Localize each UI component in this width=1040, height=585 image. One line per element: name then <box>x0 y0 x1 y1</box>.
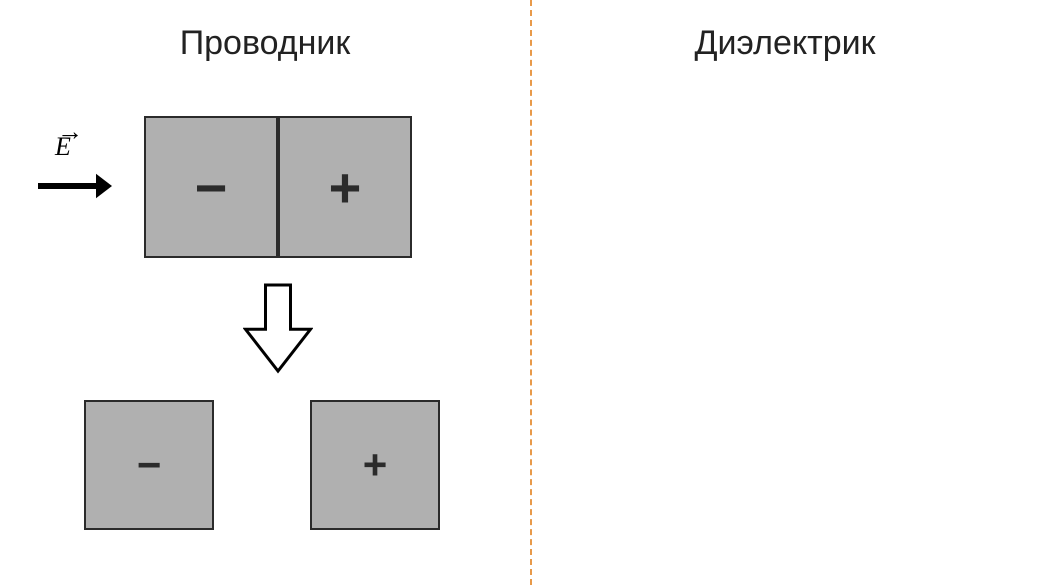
conductor-bottom-left-box: − <box>84 400 214 530</box>
conductor-top-right-label: + <box>329 155 362 220</box>
field-arrow-left <box>36 170 132 202</box>
conductor-bottom-right-label: + <box>363 441 388 489</box>
conductor-bottom-right-box: + <box>310 400 440 530</box>
conductor-top-left-box: − <box>144 116 278 258</box>
dielectric-panel: Диэлектрик →E 0 0 0 0 <box>530 0 1040 585</box>
conductor-top-right-box: + <box>278 116 412 258</box>
result-arrow-left <box>243 282 313 378</box>
conductor-title: Проводник <box>0 24 530 63</box>
conductor-top-left-label: − <box>195 155 228 220</box>
dielectric-title: Диэлектрик <box>530 24 1040 63</box>
conductor-panel: Проводник →E − + − + <box>0 0 530 585</box>
field-vector-label-left: →E <box>55 132 71 162</box>
conductor-bottom-left-label: − <box>137 441 162 489</box>
